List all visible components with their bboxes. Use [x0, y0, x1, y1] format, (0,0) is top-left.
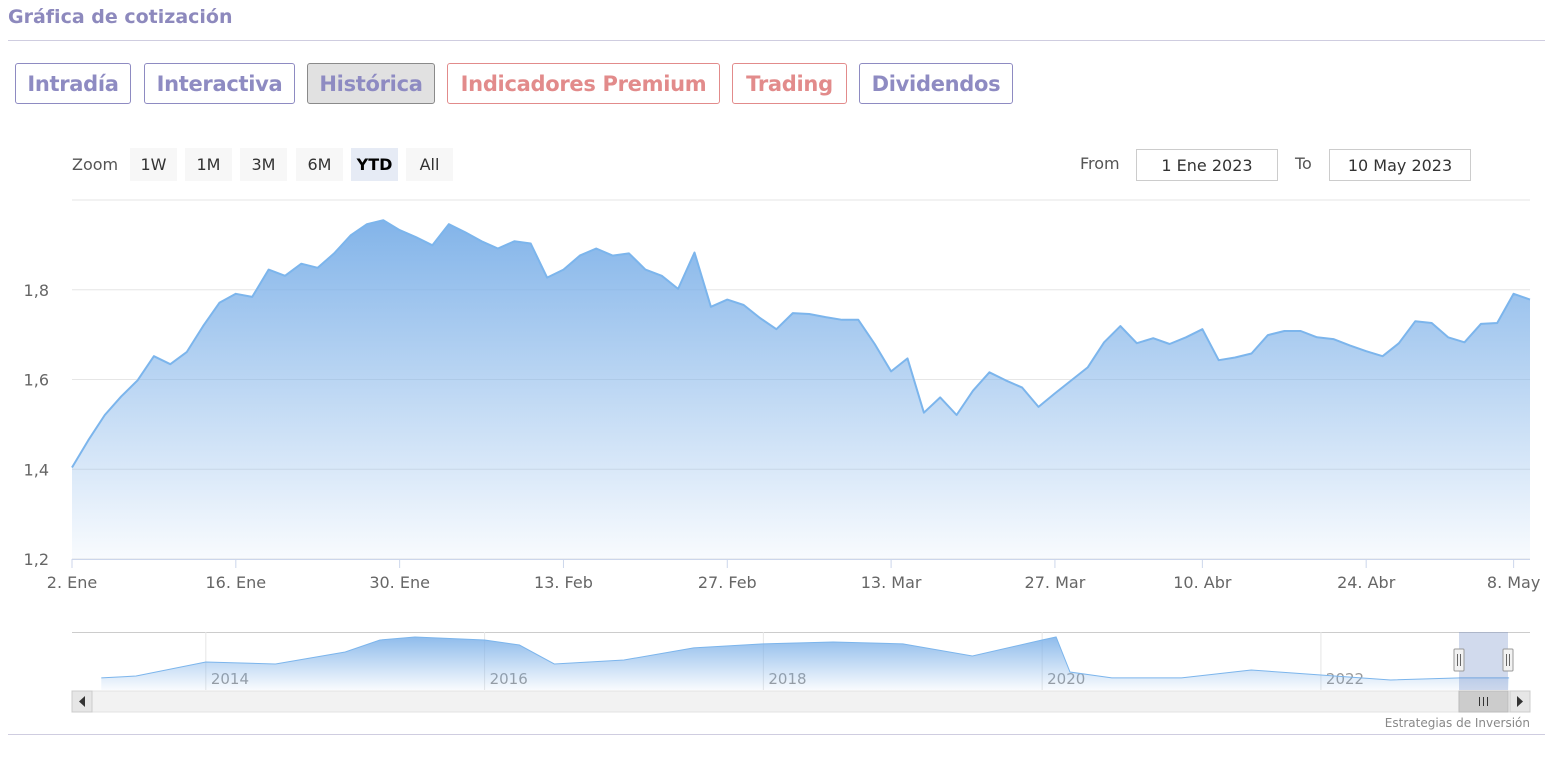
page-title: Gráfica de cotización	[8, 6, 233, 28]
scrollbar[interactable]	[71, 690, 1531, 713]
y-tick-label: 1,8	[24, 281, 49, 300]
x-tick-label: 2. Ene	[47, 573, 97, 592]
zoom-button[interactable]: YTD	[351, 148, 398, 181]
x-tick-label: 13. Mar	[861, 573, 922, 592]
y-tick-label: 1,2	[24, 550, 49, 569]
zoom-button[interactable]: All	[406, 148, 453, 181]
zoom-button[interactable]: 1M	[185, 148, 232, 181]
tab[interactable]: Intradía	[15, 63, 131, 104]
tab[interactable]: Trading	[732, 63, 847, 104]
handle-grip	[1457, 654, 1510, 666]
main-chart: 1,2 1,4 1,6 1,8 2. Ene 16. Ene 30. Ene 13. Feb 2…	[24, 199, 1540, 592]
zoom-label: Zoom	[72, 155, 119, 174]
price-line	[71, 219, 1531, 469]
divider	[8, 40, 1545, 41]
x-tick-label: 8. May	[1487, 573, 1540, 592]
arrow-icon	[1517, 696, 1523, 707]
arrow-icon	[79, 696, 85, 707]
tab-selected[interactable]: Histórica	[307, 63, 435, 104]
to-label: To	[1295, 154, 1312, 173]
tab[interactable]: Interactiva	[144, 63, 295, 104]
to-input[interactable]: 10 May 2023	[1329, 149, 1471, 181]
zoom-button[interactable]: 6M	[296, 148, 343, 181]
from-label: From	[1080, 154, 1120, 173]
x-tick-label: 16. Ene	[206, 573, 267, 592]
from-input[interactable]: 1 Ene 2023	[1136, 149, 1278, 181]
area-fill	[72, 220, 1530, 559]
x-tick-label: 27. Feb	[698, 573, 757, 592]
x-tick-label: 13. Feb	[534, 573, 593, 592]
x-tick-label: 24. Abr	[1337, 573, 1396, 592]
zoom-button[interactable]: 3M	[240, 148, 287, 181]
x-tick-label: 27. Mar	[1025, 573, 1086, 592]
navigator-line	[101, 636, 1510, 681]
navigator-handle[interactable]	[1502, 648, 1514, 672]
navigator-area	[101, 637, 1510, 690]
tab[interactable]: Indicadores Premium	[447, 63, 720, 104]
thumb-grip	[1479, 697, 1488, 706]
zoom-button[interactable]: 1W	[130, 148, 177, 181]
tab[interactable]: Dividendos	[859, 63, 1013, 104]
navigator-handle[interactable]	[1453, 648, 1465, 672]
navigator-selection[interactable]	[1459, 632, 1508, 690]
y-tick-label: 1,4	[24, 460, 49, 479]
credit: Estrategias de Inversión	[1385, 716, 1530, 730]
navigator: 20142016201820202022	[72, 632, 1530, 690]
y-tick-label: 1,6	[24, 371, 49, 390]
x-tick-label: 30. Ene	[369, 573, 430, 592]
x-tick-label: 10. Abr	[1173, 573, 1232, 592]
